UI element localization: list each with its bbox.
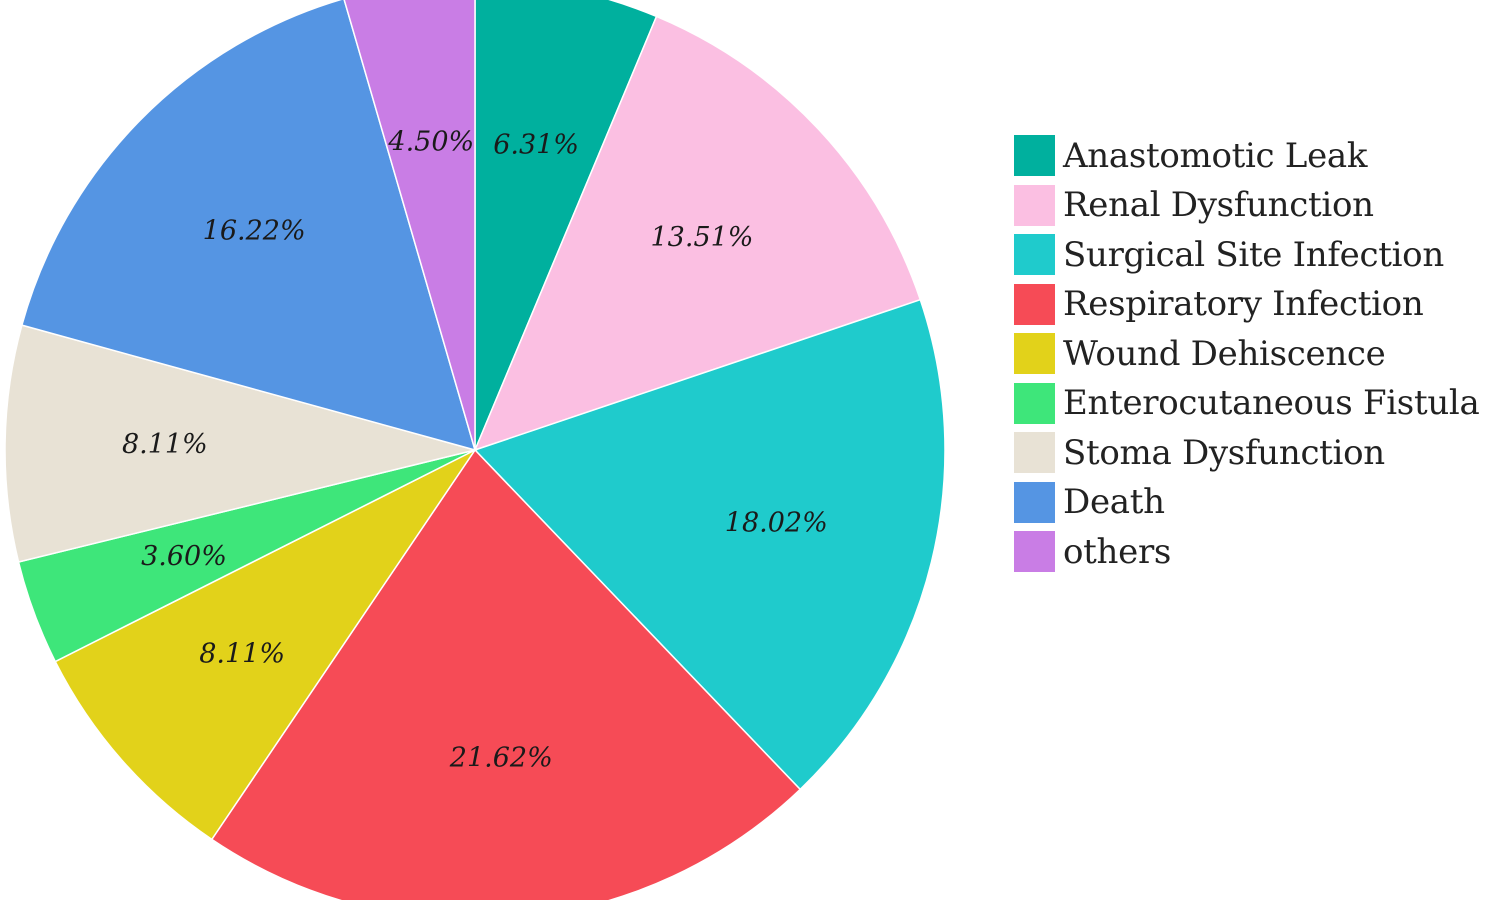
legend-swatch [1014, 283, 1055, 325]
slice-value-label: 3.60% [141, 541, 227, 572]
legend-item: Stoma Dysfunction [1014, 428, 1498, 478]
slice-value-label: 21.62% [449, 743, 553, 774]
slice-value-label: 8.11% [122, 429, 208, 460]
legend-swatch [1014, 184, 1055, 226]
legend-label: Wound Dehiscence [1063, 333, 1386, 374]
legend-swatch [1014, 333, 1055, 375]
legend-swatch [1014, 135, 1055, 177]
legend-swatch [1014, 432, 1055, 474]
legend: Anastomotic Leak Renal Dysfunction Surgica… [1014, 131, 1498, 577]
pie-slice-renal-dysfunction [473, 15, 922, 452]
legend-item: Wound Dehiscence [1014, 329, 1498, 379]
legend-item: Death [1014, 478, 1498, 528]
slice-value-label: 6.31% [493, 129, 579, 160]
legend-label: Enterocutaneous Fistula [1063, 383, 1480, 424]
legend-swatch [1014, 234, 1055, 276]
pie-value-labels: 6.31% 13.51% 18.02% 21.62% 8.11% 3.60% 8.11% 16… [122, 126, 828, 773]
legend-item: Anastomotic Leak [1014, 131, 1498, 181]
legend-swatch [1014, 382, 1055, 424]
pie-slice-anastomotic-leak [474, 0, 658, 451]
pie-slice-respiratory-infection [210, 448, 802, 900]
legend-item: Surgical Site Infection [1014, 230, 1498, 280]
pie-plot-area: 6.31% 13.51% 18.02% 21.62% 8.11% 3.60% 8.11% 16… [4, 0, 946, 900]
legend-label: Surgical Site Infection [1063, 234, 1444, 275]
pie-slice-wound-dehiscence [54, 448, 478, 841]
legend-swatch [1014, 531, 1055, 573]
slice-value-label: 18.02% [725, 507, 828, 538]
legend-item: Renal Dysfunction [1014, 181, 1498, 231]
legend-swatch [1014, 481, 1055, 523]
pie-slice-stoma-dysfunction [4, 324, 478, 563]
pie-slices [4, 0, 946, 900]
legend-item: Enterocutaneous Fistula [1014, 379, 1498, 429]
pie-slice-death [20, 0, 477, 452]
legend-label: Anastomotic Leak [1063, 135, 1368, 176]
legend-label: Stoma Dysfunction [1063, 432, 1385, 473]
legend-label: Renal Dysfunction [1063, 185, 1374, 226]
legend-label: others [1063, 531, 1172, 572]
legend-label: Death [1063, 482, 1165, 523]
legend-item: Respiratory Infection [1014, 280, 1498, 330]
slice-value-label: 8.11% [199, 638, 285, 669]
legend-item: others [1014, 527, 1498, 577]
slice-value-label: 16.22% [203, 216, 306, 247]
slice-value-label: 4.50% [387, 126, 474, 157]
pie-slice-others [343, 0, 476, 451]
legend-label: Respiratory Infection [1063, 284, 1424, 325]
pie-slice-surgical-site-infection [473, 298, 946, 791]
slice-value-label: 13.51% [651, 222, 754, 253]
